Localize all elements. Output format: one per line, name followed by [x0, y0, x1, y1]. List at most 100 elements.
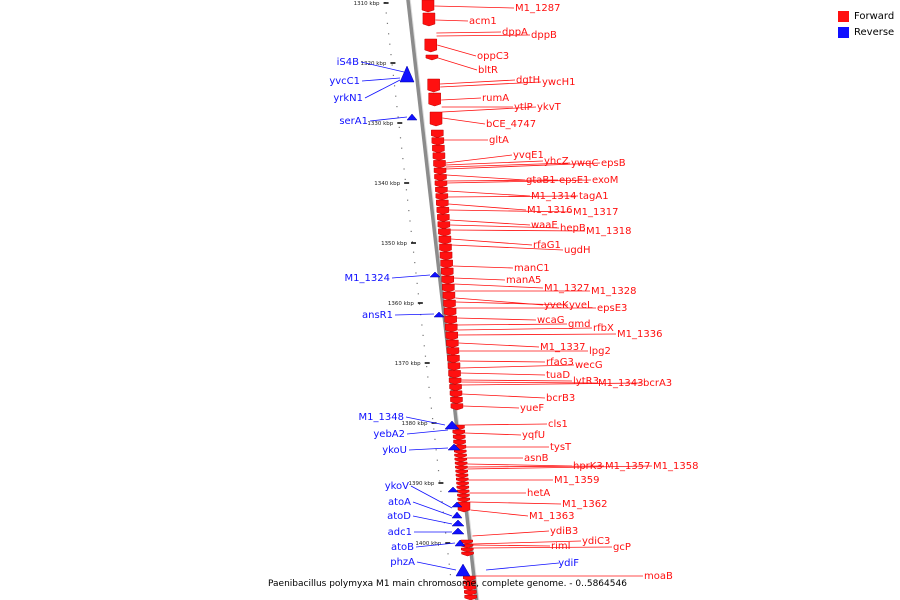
forward-gene-label: M1_1327	[544, 283, 589, 294]
forward-leader	[435, 19, 469, 22]
forward-gene-label: wecG	[575, 360, 603, 371]
scale-ticks: 1310 kbp 1320 kbp 1330 kbp 1340 kbp 1350 kbp…	[354, 1, 453, 586]
label-leader-lines	[360, 5, 653, 577]
forward-feature	[463, 580, 476, 586]
reverse-gene-label: ykoU	[382, 445, 407, 456]
forward-leader	[460, 364, 575, 369]
forward-feature	[456, 481, 469, 487]
forward-feature	[446, 339, 459, 348]
forward-gene-label: dppA	[502, 27, 528, 38]
forward-feature	[447, 362, 461, 371]
scale-dot	[434, 438, 436, 440]
forward-feature	[446, 347, 460, 356]
forward-leader	[448, 195, 579, 198]
scale-dot	[445, 532, 447, 534]
reverse-gene-label: yebA2	[373, 429, 405, 440]
forward-gene-label: dgtH	[516, 75, 540, 86]
forward-feature	[440, 259, 453, 269]
scale-dot	[402, 158, 404, 160]
reverse-feature	[451, 501, 463, 508]
legend-reverse-label: Reverse	[854, 26, 895, 38]
forward-gene-label: acm1	[469, 16, 497, 27]
forward-feature	[437, 221, 451, 230]
forward-leader	[459, 360, 546, 363]
forward-gene-label: asnB	[524, 453, 549, 464]
forward-leader	[445, 162, 571, 168]
forward-gene-label: tuaD	[546, 370, 570, 381]
reverse-leader	[485, 562, 560, 571]
scale-dot	[399, 137, 402, 139]
forward-leader	[436, 34, 531, 37]
forward-gene-label: moaB	[644, 571, 673, 582]
forward-gene-label: epsE3	[597, 303, 627, 314]
forward-leader	[442, 117, 486, 125]
forward-feature	[463, 575, 476, 582]
forward-gene-label: M1_1318	[586, 226, 631, 237]
forward-gene-label: hepB	[560, 223, 586, 234]
forward-feature	[444, 323, 458, 333]
forward-gene-label: gcP	[613, 542, 631, 553]
scale-dot	[393, 85, 396, 87]
scale-dot	[430, 407, 432, 409]
forward-gene-label: M1_1314	[531, 191, 576, 202]
scale-dot	[405, 189, 408, 191]
scale-dot	[429, 397, 431, 399]
scale-dot	[390, 54, 392, 56]
scale-dot	[397, 116, 399, 118]
forward-leader	[467, 465, 605, 468]
forward-gene-label: M1_1358	[653, 461, 698, 472]
forward-feature	[452, 429, 466, 436]
forward-feature	[438, 235, 452, 245]
reverse-feature	[451, 527, 465, 535]
forward-feature	[422, 12, 436, 27]
scale-dot	[395, 95, 397, 97]
forward-gene-label: M1_1316	[527, 205, 572, 216]
forward-gene-label: M1_1337	[540, 342, 585, 353]
forward-feature	[445, 331, 459, 341]
forward-feature	[431, 137, 445, 146]
forward-gene-label: M1_1357	[605, 461, 650, 472]
forward-gene-label: manC1	[514, 263, 550, 274]
reverse-feature	[447, 486, 459, 493]
forward-gene-label: M1_1343	[598, 378, 643, 389]
scale-dot	[415, 272, 417, 274]
forward-gene-label: lytR3	[573, 376, 599, 387]
forward-gene-label: lpg2	[589, 346, 611, 357]
scale-dot	[439, 480, 441, 482]
scale-dot	[398, 126, 400, 128]
scale-dot	[442, 511, 444, 513]
forward-feature	[449, 384, 462, 392]
forward-gene-label: M1_1363	[529, 511, 574, 522]
forward-leader	[447, 190, 531, 197]
reverse-gene-label: atoD	[387, 511, 411, 522]
reverse-leader	[412, 515, 453, 525]
forward-feature	[427, 78, 440, 93]
reverse-leader	[391, 274, 431, 279]
reverse-leader	[412, 501, 453, 517]
forward-leader	[467, 465, 653, 470]
forward-feature	[442, 291, 456, 301]
forward-feature	[455, 465, 468, 471]
forward-leader	[454, 283, 544, 289]
forward-gene-label: rumA	[482, 93, 509, 104]
scale-dot	[414, 262, 416, 264]
forward-leader	[451, 244, 564, 251]
scale-dot	[448, 563, 450, 565]
scale-dot	[441, 501, 443, 503]
reverse-leader	[416, 561, 457, 571]
gene-labels: M1_1287 acm1 dppA dppB oppC3 bltR dgtH ywcH1 rum…	[329, 3, 698, 582]
scale-dot	[447, 553, 449, 555]
forward-leader	[461, 379, 573, 382]
reverse-feature	[433, 311, 445, 318]
forward-leader	[472, 540, 582, 545]
forward-feature	[449, 390, 463, 398]
reverse-gene-label: M1_1324	[345, 273, 390, 284]
forward-feature	[433, 160, 446, 169]
forward-feature	[454, 461, 468, 467]
forward-gene-label: hetA	[527, 488, 550, 499]
forward-leader	[448, 203, 527, 211]
reverse-gene-label: atoA	[388, 497, 411, 508]
reverse-gene-label: adc1	[388, 527, 412, 538]
scale-tick-label: 1380 kbp	[402, 421, 428, 427]
forward-leader	[467, 463, 573, 467]
